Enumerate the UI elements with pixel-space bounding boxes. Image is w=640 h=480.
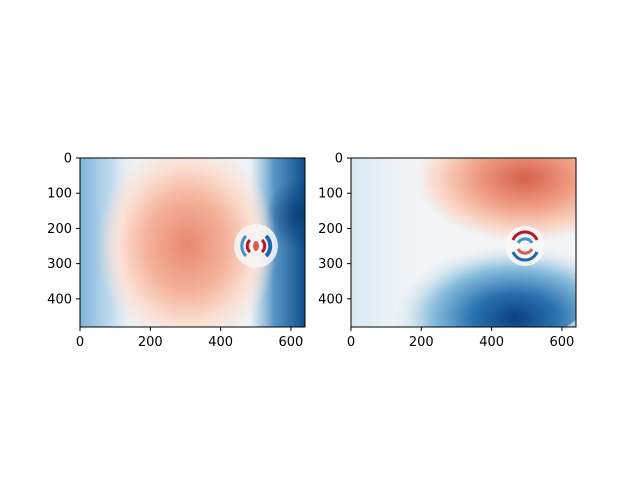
right-heatmap-image (351, 158, 576, 327)
left-x-tick-label: 200 (138, 335, 163, 350)
right-y-tick-label: 400 (318, 292, 343, 307)
left-source-rings (240, 234, 273, 258)
left-x-tick-label: 0 (76, 335, 84, 350)
left-y-tick-label: 300 (47, 257, 72, 272)
right-x-tick-label: 600 (550, 335, 575, 350)
right-y-tick-label: 300 (318, 257, 343, 272)
right-x-tick-label: 0 (347, 335, 355, 350)
right-y-tick-label: 200 (318, 222, 343, 237)
left-y-tick-label: 0 (64, 152, 72, 167)
right-x-tick-label: 200 (409, 335, 434, 350)
left-axis-ticks: 0 200 400 600 0 100 200 300 400 (47, 152, 303, 351)
right-axes-frame (350, 157, 577, 328)
right-y-tick-label: 100 (318, 187, 343, 202)
right-heatmap-panel: 0 200 400 600 0 100 200 300 400 (318, 152, 577, 351)
left-y-tick-label: 400 (47, 292, 72, 307)
right-x-tick-label: 400 (479, 335, 504, 350)
left-x-tick-label: 600 (279, 335, 304, 350)
left-axes-frame (79, 157, 306, 328)
right-y-tick-label: 0 (335, 152, 343, 167)
left-y-tick-label: 100 (47, 187, 72, 202)
right-axis-ticks: 0 200 400 600 0 100 200 300 400 (318, 152, 574, 351)
left-heatmap-panel: 0 200 400 600 0 100 200 300 400 (47, 152, 306, 351)
left-y-tick-label: 200 (47, 222, 72, 237)
left-x-tick-label: 400 (208, 335, 233, 350)
left-heatmap-image (80, 158, 305, 327)
right-source-rings (511, 230, 539, 262)
